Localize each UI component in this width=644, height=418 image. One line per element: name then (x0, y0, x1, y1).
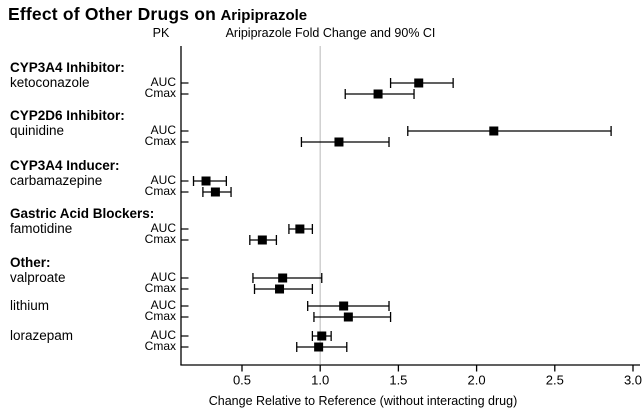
pk-row-label: Cmax (144, 134, 176, 148)
point-marker (278, 273, 288, 283)
x-tick-label: 1.5 (389, 373, 407, 388)
pk-column-header: PK (152, 26, 170, 40)
pk-row-label: AUC (150, 328, 176, 342)
pk-row-label: AUC (150, 298, 176, 312)
point-marker (339, 301, 349, 311)
pk-row-label: Cmax (144, 281, 176, 295)
figure-title: Effect of Other Drugs on Aripiprazole (8, 4, 307, 25)
x-tick-label: 1.0 (311, 373, 329, 388)
pk-row-label: AUC (150, 221, 176, 235)
x-tick-label: 2.5 (546, 373, 564, 388)
point-marker (314, 342, 324, 352)
point-marker (257, 235, 267, 245)
x-axis-label: Change Relative to Reference (without in… (209, 394, 518, 408)
figure-title-main: Effect of Other Drugs on (8, 4, 216, 24)
drug-label: ketoconazole (10, 75, 90, 90)
drug-label: lithium (10, 298, 50, 313)
pk-row-label: Cmax (144, 184, 176, 198)
point-marker (317, 331, 327, 341)
point-marker (295, 224, 305, 234)
point-marker (343, 312, 353, 322)
group-label: Gastric Acid Blockers: (10, 206, 155, 221)
point-marker (373, 89, 383, 99)
pk-row-label: Cmax (144, 309, 176, 323)
point-marker (489, 126, 499, 136)
pk-row-label: AUC (150, 173, 176, 187)
drug-label: lorazepam (10, 328, 74, 343)
point-marker (201, 176, 211, 186)
group-label: CYP2D6 Inhibitor: (10, 108, 125, 123)
x-tick-label: 0.5 (233, 373, 251, 388)
pk-row-label: AUC (150, 75, 176, 89)
point-marker (334, 137, 344, 147)
x-tick-label: 3.0 (624, 373, 642, 388)
point-marker (414, 78, 424, 88)
pk-row-label: Cmax (144, 339, 176, 353)
pk-row-label: AUC (150, 270, 176, 284)
plot-column-header: Aripiprazole Fold Change and 90% CI (225, 26, 436, 40)
group-label: CYP3A4 Inducer: (10, 158, 120, 173)
x-tick-label: 2.0 (468, 373, 486, 388)
point-marker (210, 187, 220, 197)
drug-label: carbamazepine (10, 173, 103, 188)
drug-label: famotidine (10, 221, 73, 236)
point-marker (275, 284, 285, 294)
drug-label: quinidine (10, 123, 65, 138)
group-label: CYP3A4 Inhibitor: (10, 60, 125, 75)
pk-row-label: AUC (150, 123, 176, 137)
figure-title-drug: Aripiprazole (220, 7, 308, 24)
pk-row-label: Cmax (144, 86, 176, 100)
pk-row-label: Cmax (144, 232, 176, 246)
drug-label: valproate (10, 270, 66, 285)
group-label: Other: (10, 255, 51, 270)
